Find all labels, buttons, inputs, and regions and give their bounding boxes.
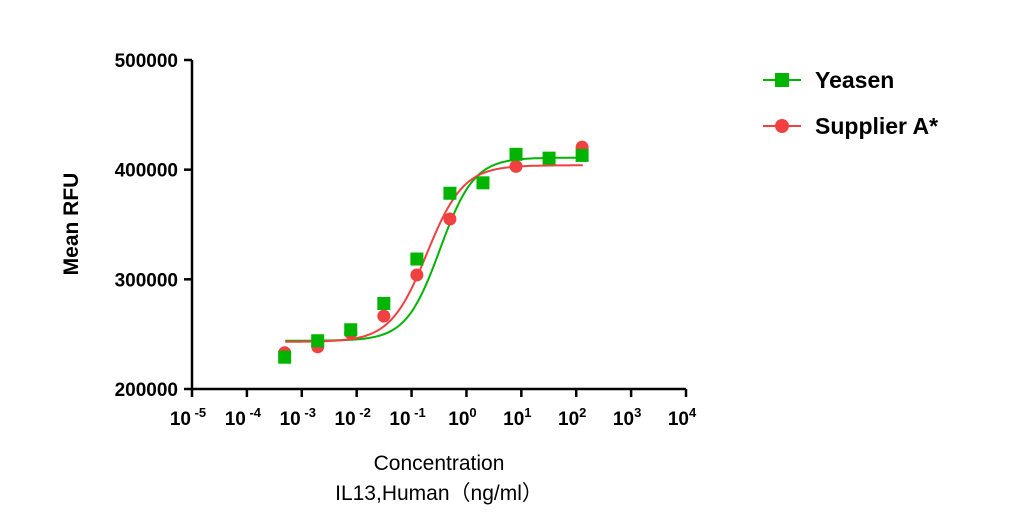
x-tick-label: 10 -5 (170, 405, 206, 430)
data-point-yeasen (344, 323, 358, 337)
x-axis-sublabel: IL13,Human（ng/ml） (335, 482, 543, 505)
x-tick-label: 10 -1 (389, 405, 425, 430)
x-tick-label: 100 (448, 405, 476, 430)
legend: Yeasen Supplier A* (763, 67, 938, 139)
data-point-yeasen (377, 296, 391, 310)
x-tick-label: 101 (503, 405, 531, 430)
data-point-yeasen (443, 186, 457, 200)
y-tick-label: 400000 (115, 161, 178, 182)
legend-square-icon (775, 73, 789, 87)
y-axis-label: Mean RFU (60, 173, 83, 276)
x-axis-label: Concentration (374, 452, 505, 475)
data-point-yeasen (575, 148, 589, 162)
data-point-supplier-a (443, 212, 457, 226)
data-point-yeasen (509, 147, 523, 161)
x-tick-label: 10 -2 (335, 405, 371, 430)
x-tick-label: 104 (668, 405, 697, 430)
data-point-supplier-a (410, 268, 424, 282)
legend-label: Yeasen (815, 67, 894, 93)
y-tick-label: 200000 (115, 380, 178, 401)
data-point-yeasen (476, 176, 490, 190)
data-point-yeasen (278, 350, 292, 364)
y-tick-label: 300000 (115, 270, 178, 291)
y-tick-label: 500000 (115, 51, 178, 72)
legend-label: Supplier A* (815, 113, 938, 139)
data-point-supplier-a (509, 159, 523, 173)
x-tick-label: 102 (558, 405, 586, 430)
x-tick-label: 10 -3 (280, 405, 316, 430)
x-tick-label: 103 (613, 405, 641, 430)
fit-curve-suppliera (285, 164, 583, 343)
data-point-supplier-a (377, 309, 391, 323)
data-point-yeasen (542, 151, 556, 165)
data-point-yeasen (311, 334, 325, 348)
data-point-yeasen (410, 252, 424, 266)
legend-circle-icon (775, 119, 789, 133)
x-tick-label: 10 -4 (225, 405, 262, 430)
fit-curve-yeasen (285, 156, 583, 342)
